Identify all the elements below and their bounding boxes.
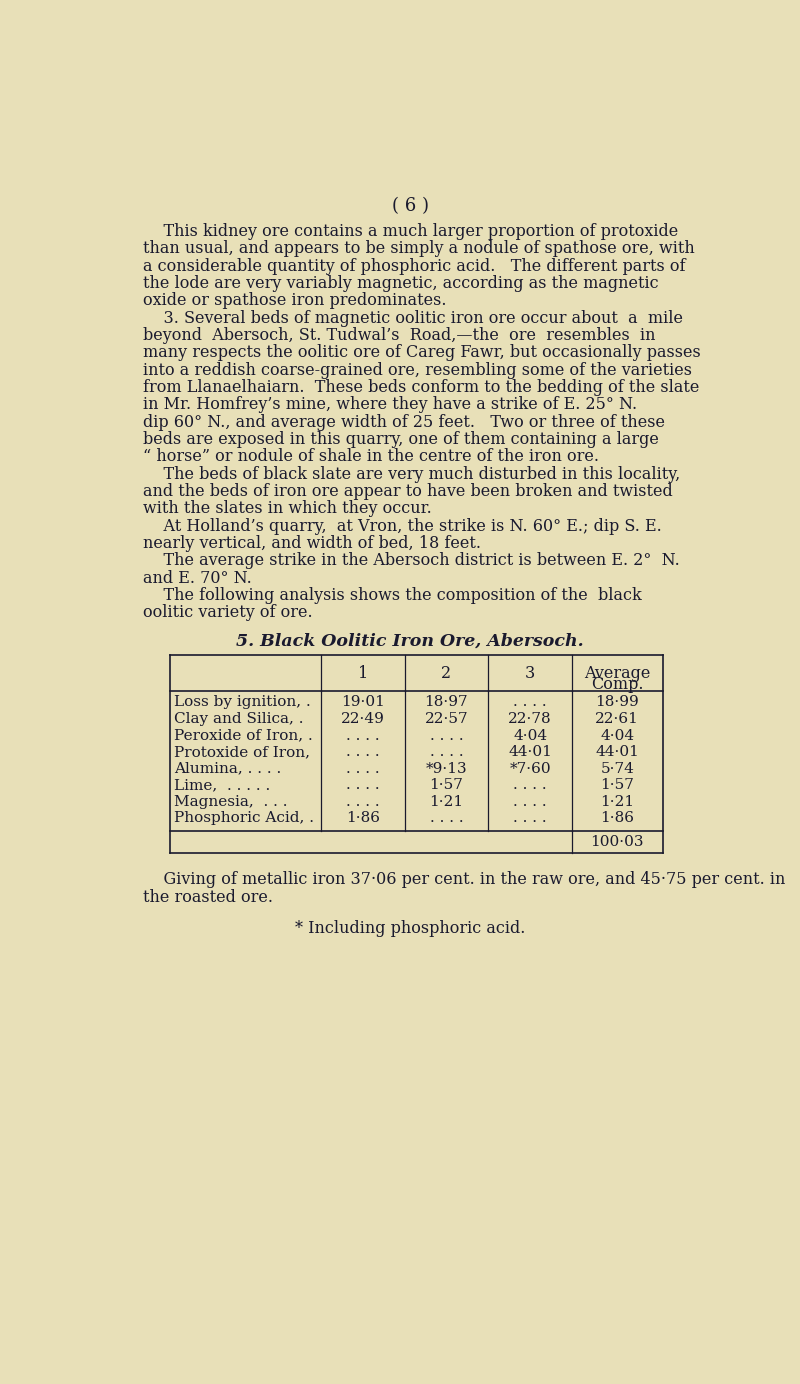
Text: . . . .: . . . .: [514, 794, 547, 808]
Text: the roasted ore.: the roasted ore.: [142, 889, 273, 905]
Text: dip 60° N., and average width of 25 feet.   Two or three of these: dip 60° N., and average width of 25 feet…: [142, 414, 665, 430]
Text: The average strike in the Abersoch district is between E. 2°  N.: The average strike in the Abersoch distr…: [142, 552, 679, 569]
Text: 22·49: 22·49: [341, 711, 385, 727]
Text: 5. Black Oolitic Iron Ore, Abersoch.: 5. Black Oolitic Iron Ore, Abersoch.: [236, 632, 584, 649]
Text: At Holland’s quarry,  at Vron, the strike is N. 60° E.; dip S. E.: At Holland’s quarry, at Vron, the strike…: [142, 518, 662, 534]
Text: 5·74: 5·74: [600, 761, 634, 775]
Text: . . . .: . . . .: [514, 778, 547, 792]
Text: . . . .: . . . .: [346, 728, 379, 743]
Text: 22·57: 22·57: [425, 711, 468, 727]
Text: . . . .: . . . .: [346, 778, 379, 792]
Text: ( 6 ): ( 6 ): [391, 197, 429, 215]
Text: . . . .: . . . .: [514, 695, 547, 710]
Text: * Including phosphoric acid.: * Including phosphoric acid.: [295, 920, 525, 937]
Text: The beds of black slate are very much disturbed in this locality,: The beds of black slate are very much di…: [142, 465, 680, 483]
Text: beyond  Abersoch, St. Tudwal’s  Road,—the  ore  resembles  in: beyond Abersoch, St. Tudwal’s Road,—the …: [142, 327, 655, 345]
Text: 1·57: 1·57: [600, 778, 634, 792]
Text: 44·01: 44·01: [508, 745, 552, 758]
Text: . . . .: . . . .: [346, 761, 379, 775]
Text: Lime,  . . . . .: Lime, . . . . .: [174, 778, 270, 792]
Text: Clay and Silica, .: Clay and Silica, .: [174, 711, 303, 727]
Text: into a reddish coarse-grained ore, resembling some of the varieties: into a reddish coarse-grained ore, resem…: [142, 361, 692, 379]
Text: and E. 70° N.: and E. 70° N.: [142, 570, 251, 587]
Text: Average: Average: [584, 664, 650, 682]
Text: a considerable quantity of phosphoric acid.   The different parts of: a considerable quantity of phosphoric ac…: [142, 257, 685, 274]
Text: 100·03: 100·03: [590, 835, 644, 848]
Text: Protoxide of Iron,: Protoxide of Iron,: [174, 745, 310, 758]
Text: oxide or spathose iron predominates.: oxide or spathose iron predominates.: [142, 292, 446, 310]
Text: Loss by ignition, .: Loss by ignition, .: [174, 695, 310, 710]
Text: 3. Several beds of magnetic oolitic iron ore occur about  a  mile: 3. Several beds of magnetic oolitic iron…: [142, 310, 682, 327]
Text: 19·01: 19·01: [341, 695, 385, 710]
Text: . . . .: . . . .: [430, 728, 463, 743]
Text: in Mr. Homfrey’s mine, where they have a strike of E. 25° N.: in Mr. Homfrey’s mine, where they have a…: [142, 396, 637, 414]
Text: and the beds of iron ore appear to have been broken and twisted: and the beds of iron ore appear to have …: [142, 483, 672, 500]
Text: many respects the oolitic ore of Careg Fawr, but occasionally passes: many respects the oolitic ore of Careg F…: [142, 345, 700, 361]
Text: “ horse” or nodule of shale in the centre of the iron ore.: “ horse” or nodule of shale in the centr…: [142, 448, 598, 465]
Text: from Llanaelhaiarn.  These beds conform to the bedding of the slate: from Llanaelhaiarn. These beds conform t…: [142, 379, 699, 396]
Text: than usual, and appears to be simply a nodule of spathose ore, with: than usual, and appears to be simply a n…: [142, 241, 694, 257]
Text: Alumina, . . . .: Alumina, . . . .: [174, 761, 281, 775]
Text: 18·97: 18·97: [425, 695, 468, 710]
Text: Peroxide of Iron, .: Peroxide of Iron, .: [174, 728, 312, 743]
Text: nearly vertical, and width of bed, 18 feet.: nearly vertical, and width of bed, 18 fe…: [142, 534, 481, 552]
Text: The following analysis shows the composition of the  black: The following analysis shows the composi…: [142, 587, 642, 603]
Text: 22·78: 22·78: [508, 711, 552, 727]
Text: with the slates in which they occur.: with the slates in which they occur.: [142, 500, 431, 518]
Text: 1·86: 1·86: [600, 811, 634, 825]
Text: 2: 2: [442, 664, 451, 682]
Text: . . . .: . . . .: [430, 811, 463, 825]
Text: . . . .: . . . .: [346, 745, 379, 758]
Text: Phosphoric Acid, .: Phosphoric Acid, .: [174, 811, 314, 825]
Text: This kidney ore contains a much larger proportion of protoxide: This kidney ore contains a much larger p…: [142, 223, 678, 239]
Text: beds are exposed in this quarry, one of them containing a large: beds are exposed in this quarry, one of …: [142, 430, 658, 448]
Text: Comp.: Comp.: [591, 677, 643, 693]
Text: 1·86: 1·86: [346, 811, 380, 825]
Text: *7·60: *7·60: [510, 761, 551, 775]
Text: 18·99: 18·99: [595, 695, 639, 710]
Text: . . . .: . . . .: [514, 811, 547, 825]
Text: oolitic variety of ore.: oolitic variety of ore.: [142, 605, 312, 621]
Text: the lode are very variably magnetic, according as the magnetic: the lode are very variably magnetic, acc…: [142, 275, 658, 292]
Text: 1·57: 1·57: [430, 778, 463, 792]
Text: 44·01: 44·01: [595, 745, 639, 758]
Text: 4·04: 4·04: [600, 728, 634, 743]
Text: 3: 3: [525, 664, 535, 682]
Text: 1·21: 1·21: [600, 794, 634, 808]
Text: 1: 1: [358, 664, 368, 682]
Text: 1·21: 1·21: [430, 794, 463, 808]
Text: *9·13: *9·13: [426, 761, 467, 775]
Text: Giving of metallic iron 37·06 per cent. in the raw ore, and 45·75 per cent. in: Giving of metallic iron 37·06 per cent. …: [142, 872, 785, 889]
Text: 22·61: 22·61: [595, 711, 639, 727]
Text: Magnesia,  . . .: Magnesia, . . .: [174, 794, 287, 808]
Text: . . . .: . . . .: [346, 794, 379, 808]
Text: 4·04: 4·04: [513, 728, 547, 743]
Text: . . . .: . . . .: [430, 745, 463, 758]
